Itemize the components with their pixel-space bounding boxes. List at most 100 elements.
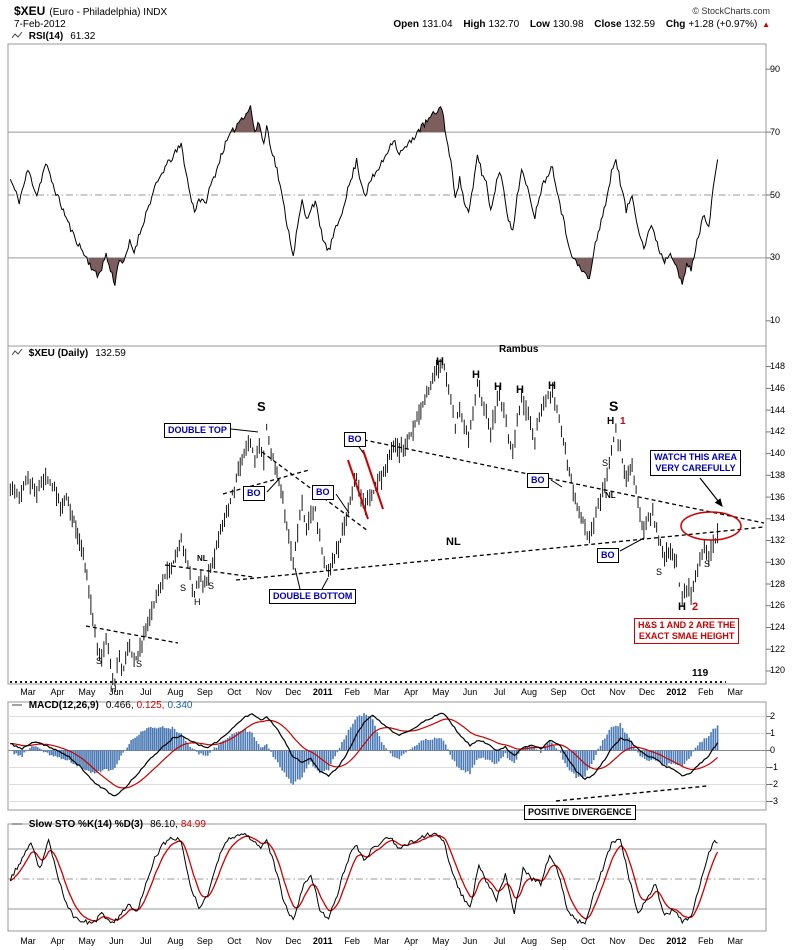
x-axis-label: Feb [698, 936, 714, 946]
x-axis-label: Sep [550, 687, 567, 697]
macd-name: MACD(12,26,9) [28, 700, 99, 711]
sto-k-value: 86.10, [150, 819, 178, 830]
annotation-double-top: DOUBLE TOP [164, 423, 231, 438]
x-axis-label: Nov [255, 936, 272, 946]
line-chart-icon [12, 823, 22, 825]
letter-h: H [516, 384, 524, 396]
x-axis-label: Feb [344, 687, 360, 697]
line-chart-icon [12, 704, 22, 706]
watch-area-line1: WATCH THIS AREA [654, 452, 737, 462]
x-axis-label: 2012 [666, 936, 687, 946]
annotation-hs-note: H&S 1 AND 2 ARE THE EXACT SMAE HEIGHT [634, 618, 740, 644]
price-name: $XEU (Daily) [28, 348, 89, 359]
rsi-line [9, 105, 719, 286]
rsi-value: 61.32 [70, 31, 96, 42]
x-axis-label: 2012 [666, 687, 687, 697]
letter-s: S [208, 581, 215, 591]
panel-border [7, 345, 767, 685]
x-axis-label: Oct [580, 936, 595, 946]
hs-note-line2: EXACT SMAE HEIGHT [638, 631, 735, 641]
x-axis-label: Sep [550, 936, 567, 946]
macd-line [10, 712, 719, 797]
annotation-watch-area: WATCH THIS AREA VERY CAREFULLY [650, 450, 741, 476]
annotation-nl-2: NL [446, 536, 461, 548]
high-label: High [463, 19, 486, 30]
watch-area-circle [680, 511, 742, 541]
x-axis-label: Dec [638, 936, 655, 946]
x-axis-label: Feb [698, 687, 714, 697]
letter-h: H [494, 381, 502, 393]
panel-border [7, 701, 767, 811]
sto-d-line [9, 834, 719, 922]
x-axis-label: Mar [373, 687, 390, 697]
macd-value: 0.466, [105, 700, 134, 711]
x-axis-label: Jun [109, 936, 124, 946]
x-axis-label: Mar [20, 687, 36, 697]
annotation-double-bottom: DOUBLE BOTTOM [269, 589, 357, 604]
letter-s: S [180, 583, 187, 593]
x-axis-label: Aug [520, 936, 537, 946]
chart-subheader: 7-Feb-2012 Open 131.04 High 132.70 Low 130.… [14, 19, 770, 30]
x-axis-label: Jul [140, 936, 152, 946]
x-axis-label: Aug [167, 687, 184, 697]
x-axis-label: Nov [255, 687, 272, 697]
x-axis-label: Dec [285, 687, 302, 697]
letter-s: S [136, 659, 143, 669]
number-2: 2 [692, 601, 699, 613]
x-axis-label: Oct [580, 687, 595, 697]
chart-date: 7-Feb-2012 [14, 19, 66, 30]
x-axis-label: Nov [609, 687, 626, 697]
rsi-name: RSI(14) [28, 31, 64, 42]
price-panel-label: $XEU (Daily) 132.59 [11, 348, 126, 359]
panel-border [7, 823, 767, 932]
x-axis-label: Mar [373, 936, 390, 946]
x-axis-months-bottom: Mar Apr May Jun Jul Aug Sep Oct Nov Dec 2011 Feb Mar… [0, 936, 800, 948]
letter-h: H [472, 369, 480, 381]
letter-s: S [704, 559, 711, 569]
watch-area-arrow [699, 477, 723, 507]
close-label: Close [594, 19, 622, 30]
annotation-positive-divergence: POSITIVE DIVERGENCE [524, 805, 636, 820]
x-axis-label: Apr [50, 936, 65, 946]
letter-h: H [678, 601, 686, 613]
open-label: Open [393, 19, 419, 30]
x-axis-label: 2011 [312, 936, 333, 946]
ohlc-quote: Open 131.04 High 132.70 Low 130.98 Close 132… [385, 19, 770, 30]
change-value: +1.28 (+0.97%) [688, 19, 758, 30]
annotation-nl-3: NL [605, 491, 616, 500]
line-chart-icon [11, 348, 23, 356]
high-value: 132.70 [488, 19, 520, 30]
x-axis-label: Jul [493, 687, 506, 697]
x-axis-label: Jun [109, 687, 124, 697]
x-axis-label: Sep [196, 936, 213, 946]
annotation-level-119: 119 [692, 668, 709, 679]
symbol: $XEU [14, 4, 46, 18]
line-chart-icon [11, 31, 23, 39]
letter-s: S [602, 458, 609, 468]
x-axis-label: Apr [404, 936, 419, 946]
letter-h: H [110, 684, 117, 694]
x-axis-label: Oct [227, 936, 242, 946]
x-axis-label: Apr [50, 687, 65, 697]
x-axis-label: Aug [520, 687, 537, 697]
letter-s: S [656, 567, 663, 577]
symbol-name: (Euro - Philadelphia) INDX [49, 7, 168, 18]
x-axis-label: Mar [20, 936, 36, 946]
watch-area-line2: VERY CAREFULLY [655, 463, 736, 473]
change-up-icon: ▲ [762, 20, 770, 29]
annotation-bo-4: BO [527, 473, 549, 488]
low-label: Low [529, 19, 550, 30]
x-axis-label: Jun [462, 687, 478, 697]
macd-hist-value: 0.340 [167, 700, 193, 711]
macd-panel-label: MACD(12,26,9) 0.466, 0.125, 0.340 [12, 700, 192, 711]
close-value: 132.59 [624, 19, 656, 30]
divergence-line [555, 785, 708, 802]
letter-h: H [548, 380, 556, 392]
x-axis-label: Sep [196, 687, 213, 697]
sto-panel-label: Slow STO %K(14) %D(3) 86.10, 84.99 [12, 819, 206, 830]
letter-s: S [609, 398, 619, 414]
macd-signal-value: 0.125, [136, 700, 165, 711]
x-axis-label: Jun [462, 936, 478, 946]
